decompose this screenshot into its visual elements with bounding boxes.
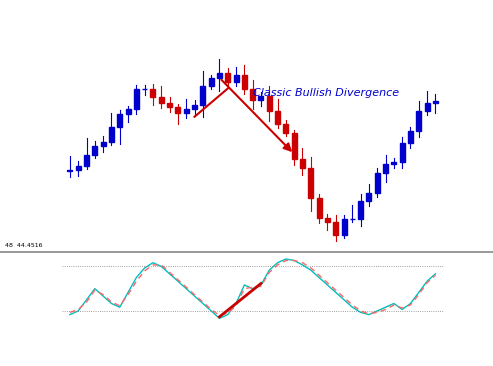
Bar: [117, 115, 122, 127]
Bar: [433, 101, 438, 104]
Bar: [400, 143, 405, 162]
Bar: [184, 109, 189, 113]
Bar: [342, 219, 347, 235]
Bar: [134, 89, 139, 109]
Bar: [325, 218, 330, 222]
Bar: [101, 142, 106, 146]
Bar: [308, 168, 313, 198]
Bar: [275, 111, 280, 124]
Bar: [76, 166, 81, 170]
Bar: [383, 164, 388, 173]
Bar: [167, 102, 172, 107]
Bar: [84, 155, 89, 166]
Bar: [225, 72, 230, 82]
Bar: [68, 170, 72, 171]
Bar: [375, 173, 380, 193]
Bar: [192, 105, 197, 109]
Bar: [333, 222, 338, 235]
Bar: [109, 127, 114, 142]
Bar: [317, 198, 321, 218]
Bar: [176, 107, 180, 113]
Bar: [424, 104, 429, 111]
Bar: [150, 89, 155, 97]
Bar: [242, 75, 247, 89]
Bar: [300, 159, 305, 168]
Bar: [366, 193, 371, 201]
Bar: [209, 78, 213, 86]
Bar: [267, 96, 272, 111]
Bar: [200, 86, 205, 105]
Bar: [217, 72, 222, 78]
Bar: [292, 133, 297, 159]
Bar: [283, 124, 288, 133]
Text: 48  44.4516: 48 44.4516: [5, 243, 42, 248]
Bar: [258, 96, 263, 100]
Bar: [391, 162, 396, 164]
Bar: [408, 131, 413, 143]
Bar: [358, 201, 363, 219]
Bar: [250, 89, 255, 100]
Bar: [92, 146, 97, 155]
Text: Classic Bullish Divergence: Classic Bullish Divergence: [253, 89, 399, 98]
Bar: [234, 75, 239, 82]
Bar: [416, 111, 422, 131]
Bar: [159, 97, 164, 102]
Bar: [126, 109, 131, 115]
